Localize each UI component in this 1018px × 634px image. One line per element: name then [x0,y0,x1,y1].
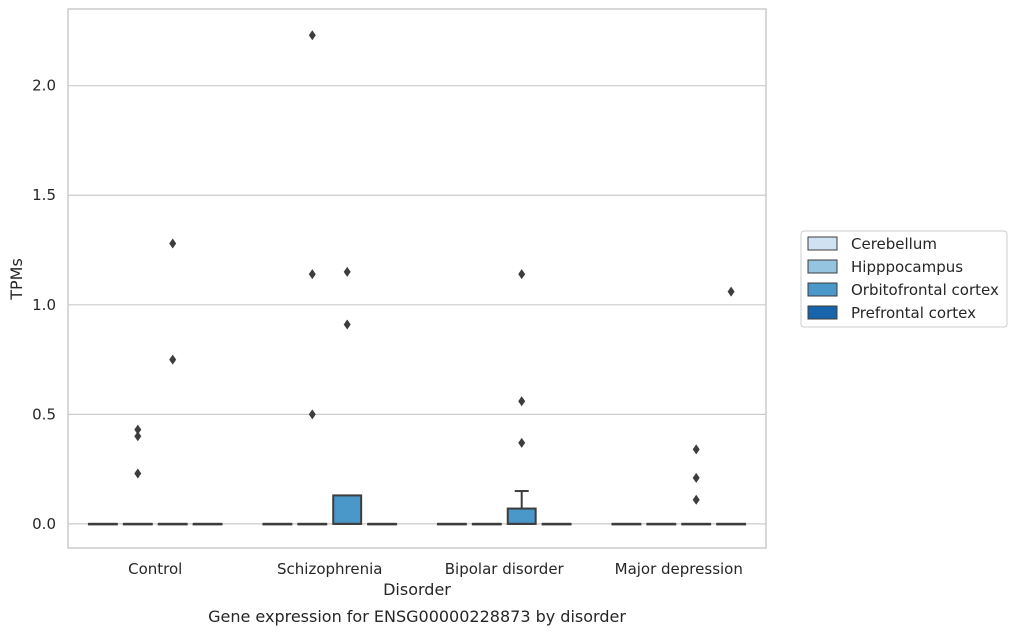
boxes [87,490,747,526]
outliers [134,30,735,505]
outlier-point [692,444,700,455]
legend-label: Prefrontal cortex [851,304,976,322]
outlier-point [134,468,142,479]
y-axis-label: TPMs [7,258,26,301]
outlier-point [308,269,316,280]
box-hipppocampus [471,522,502,526]
outlier-point [518,437,526,448]
y-tick-label: 2.0 [32,77,56,95]
legend-frame [800,230,1008,328]
y-tick-label: 1.0 [32,296,56,314]
y-tick-label: 1.5 [32,186,56,204]
legend-item: Prefrontal cortex [807,304,976,322]
legend-item: Hipppocampus [807,258,963,276]
outlier-point [727,286,735,297]
outlier-point [169,238,177,249]
box-hipppocampus [122,522,153,526]
box-cerebellum [262,522,293,526]
box-body [506,507,537,525]
outlier-point [308,409,316,420]
x-tick-labels: Control Schizophrenia Bipolar disorder Majo… [128,560,743,578]
legend-swatch [807,259,838,274]
y-tick-label: 0.5 [32,405,56,423]
x-tick-label: Major depression [615,560,743,578]
box-prefrontal-cortex [367,522,398,526]
legend-swatch [807,305,838,320]
outlier-point [343,319,351,330]
y-tick-labels: 0.0 0.5 1.0 1.5 2.0 [32,77,56,533]
box-hipppocampus [646,522,677,526]
outlier-point [692,494,700,505]
legend-label: Hipppocampus [851,258,963,276]
chart-caption: Gene expression for ENSG00000228873 by d… [208,607,626,626]
x-tick-label: Bipolar disorder [445,560,565,578]
box-orbitofrontal-cortex [506,490,537,525]
box-prefrontal-cortex [716,522,747,526]
x-axis-label: Disorder [383,580,451,599]
box-orbitofrontal-cortex [681,522,712,526]
outlier-point [518,396,526,407]
legend-swatch [807,282,838,297]
grid-lines [68,85,766,525]
box-cerebellum [611,522,642,526]
outlier-point [518,269,526,280]
legend: Cerebellum Hipppocampus Orbitofrontal cort… [800,230,1008,328]
plot-frame [67,8,767,549]
legend-item: Cerebellum [807,235,937,253]
outlier-point [308,30,316,41]
legend-item: Orbitofrontal cortex [807,281,999,299]
outlier-point [134,431,142,442]
legend-items: Cerebellum Hipppocampus Orbitofrontal cort… [807,235,999,322]
box-orbitofrontal-cortex [157,522,188,526]
x-tick-label: Control [128,560,182,578]
outlier-point [343,266,351,277]
legend-label: Orbitofrontal cortex [851,281,999,299]
box-cerebellum [87,522,118,526]
outlier-point [169,354,177,365]
outlier-point [134,424,142,435]
outlier-point [692,472,700,483]
y-tick-label: 0.0 [32,515,56,533]
x-tick-label: Schizophrenia [277,560,382,578]
box-cerebellum [436,522,467,526]
box-hipppocampus [297,522,328,526]
box-prefrontal-cortex [192,522,223,526]
box-prefrontal-cortex [541,522,572,526]
legend-swatch [807,236,838,251]
legend-label: Cerebellum [851,235,937,253]
box-body [332,494,363,525]
box-orbitofrontal-cortex [332,494,363,525]
